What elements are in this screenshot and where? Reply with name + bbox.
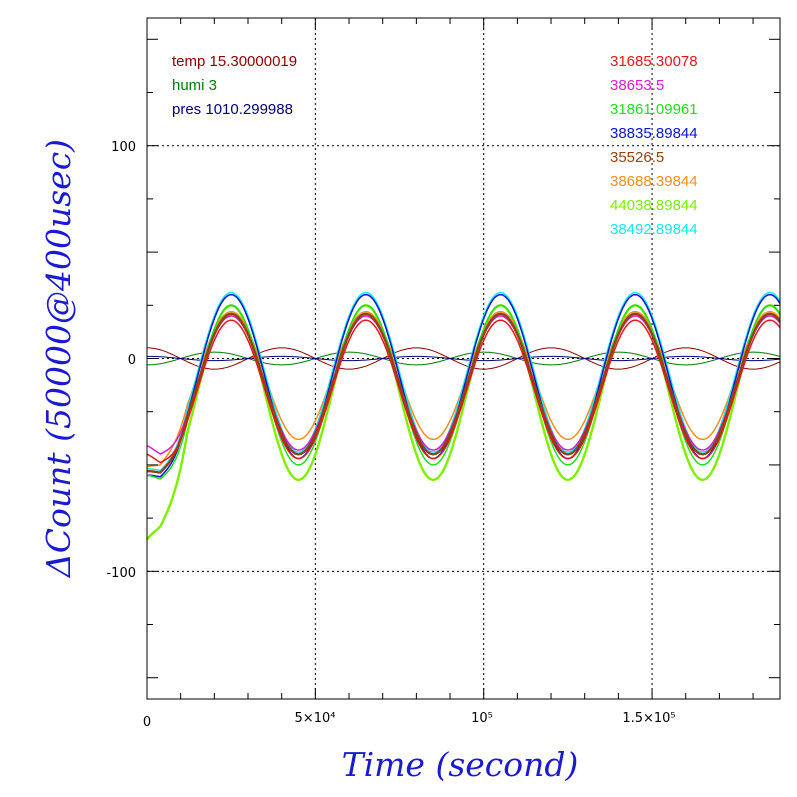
legend-series-5: 35526.5 (610, 149, 664, 166)
env-line-temp (147, 347, 781, 370)
series-line-5 (146, 312, 781, 474)
legend-series-3: 31861.09961 (610, 101, 698, 118)
legend-series-8: 38492.89844 (610, 221, 698, 238)
x-tick-label-1: 5×10⁴ (295, 711, 336, 726)
series-line-4 (146, 293, 781, 478)
legend-series-2: 38653.5 (610, 77, 664, 94)
series-line-7 (146, 304, 782, 541)
env-line-pres (147, 355, 781, 362)
legend-pres: pres 1010.299988 (172, 101, 293, 118)
legend-humi: humi 3 (172, 77, 217, 94)
legend-series-4: 38835.89844 (610, 125, 698, 142)
legend-left: temp 15.30000019 humi 3 pres 1010.299988 (172, 53, 297, 118)
y-tick-label-0: 0 (128, 353, 136, 368)
y-tick-label-100: 100 (111, 140, 136, 155)
x-tick-label-3: 1.5×10⁵ (622, 711, 675, 726)
data-series (146, 291, 782, 541)
legend-series-7: 44038.89844 (610, 197, 698, 214)
y-tick-label-minus-100: -100 (106, 566, 136, 581)
env-line-humi (147, 351, 781, 366)
axis-ticks (147, 18, 780, 699)
legend-temp: temp 15.30000019 (172, 53, 297, 70)
legend-right: 31685.30078 38653.5 31861.09961 38835.89… (610, 53, 698, 238)
series-line-1 (146, 319, 781, 464)
y-axis-title: ΔCount (50000@400usec) (39, 139, 78, 579)
series-line-8 (146, 291, 781, 472)
legend-series-6: 38688.39844 (610, 173, 698, 190)
grid-lines (147, 18, 780, 699)
x-axis-title: Time (second) (342, 745, 579, 784)
x-tick-label-0: 0 (143, 715, 151, 730)
legend-series-1: 31685.30078 (610, 53, 698, 70)
x-tick-label-2: 10⁵ (471, 711, 493, 726)
